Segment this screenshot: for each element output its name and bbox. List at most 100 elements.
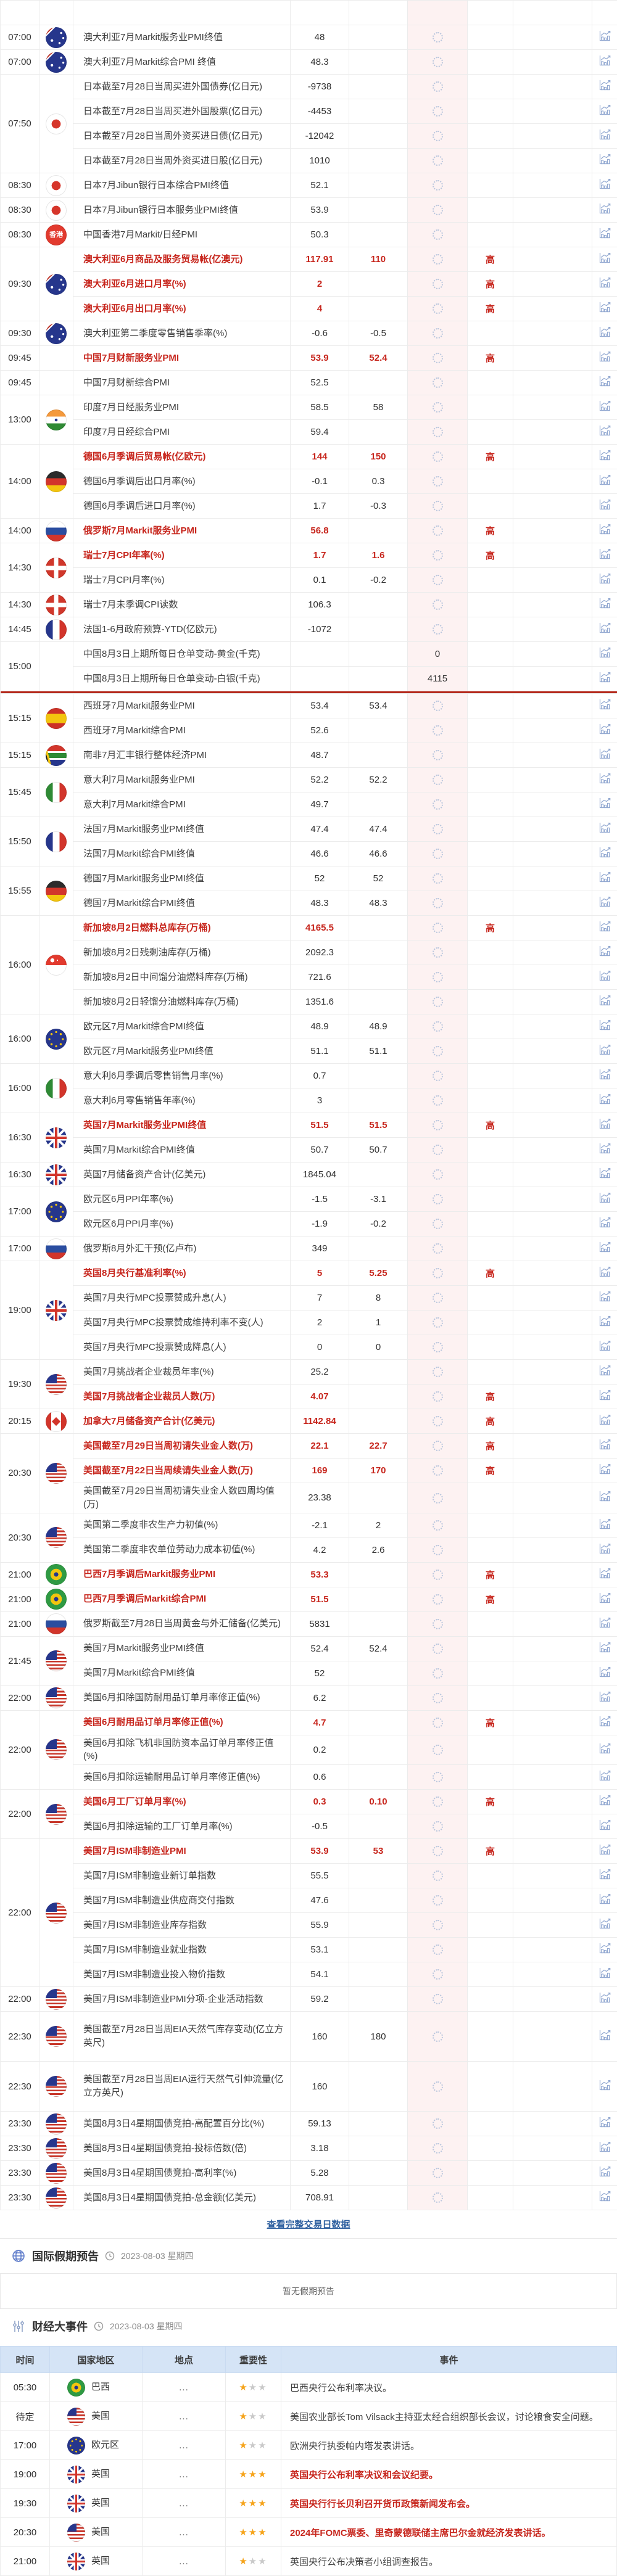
chart-icon[interactable]	[592, 25, 617, 50]
chart-icon[interactable]	[592, 149, 617, 173]
previous-value: 53.9	[291, 346, 349, 371]
chart-icon[interactable]	[592, 346, 617, 371]
chart-icon[interactable]	[592, 1, 617, 25]
chart-icon[interactable]	[592, 1311, 617, 1335]
previous-value: 59.4	[291, 420, 349, 445]
forecast-value	[349, 297, 408, 321]
chart-icon[interactable]	[592, 1537, 617, 1562]
chart-icon[interactable]	[592, 965, 617, 990]
chart-icon[interactable]	[592, 2062, 617, 2112]
chart-icon[interactable]	[592, 1113, 617, 1138]
chart-icon[interactable]	[592, 371, 617, 395]
chart-icon[interactable]	[592, 1839, 617, 1864]
previous-value: 53.4	[291, 694, 349, 718]
chart-icon[interactable]	[592, 743, 617, 768]
chart-icon[interactable]	[592, 1765, 617, 1790]
chart-icon[interactable]	[592, 1187, 617, 1212]
chart-icon[interactable]	[592, 469, 617, 494]
chart-icon[interactable]	[592, 842, 617, 866]
chart-icon[interactable]	[592, 1335, 617, 1360]
chart-icon[interactable]	[592, 1562, 617, 1587]
chart-icon[interactable]	[592, 617, 617, 642]
forecast-value: 51.1	[349, 1039, 408, 1064]
chart-icon[interactable]	[592, 2112, 617, 2136]
chart-icon[interactable]	[592, 1987, 617, 2012]
chart-icon[interactable]	[592, 817, 617, 842]
flag-cell	[39, 1162, 73, 1187]
flag-us-icon	[46, 2026, 67, 2047]
chart-icon[interactable]	[592, 1710, 617, 1735]
chart-icon[interactable]	[592, 1286, 617, 1311]
chart-icon[interactable]	[592, 1039, 617, 1064]
chart-icon[interactable]	[592, 891, 617, 916]
chart-icon[interactable]	[592, 1938, 617, 1962]
chart-icon[interactable]	[592, 916, 617, 940]
chart-icon[interactable]	[592, 1636, 617, 1661]
chart-icon[interactable]	[592, 420, 617, 445]
chart-icon[interactable]	[592, 2186, 617, 2210]
chart-icon[interactable]	[592, 519, 617, 543]
chart-icon[interactable]	[592, 1735, 617, 1765]
chart-icon[interactable]	[592, 543, 617, 568]
chart-icon[interactable]	[592, 593, 617, 617]
chart-icon[interactable]	[592, 124, 617, 149]
chart-icon[interactable]	[592, 99, 617, 124]
loading-spinner	[433, 873, 443, 884]
chart-icon[interactable]	[592, 768, 617, 792]
chart-icon[interactable]	[592, 1434, 617, 1459]
chart-icon[interactable]	[592, 667, 617, 691]
chart-icon[interactable]	[592, 1385, 617, 1409]
chart-icon[interactable]	[592, 1212, 617, 1237]
chart-icon[interactable]	[592, 990, 617, 1014]
chart-icon[interactable]	[592, 1661, 617, 1685]
chart-icon[interactable]	[592, 1513, 617, 1537]
chart-icon[interactable]	[592, 940, 617, 965]
chart-icon[interactable]	[592, 568, 617, 593]
chart-icon[interactable]	[592, 272, 617, 297]
chart-icon[interactable]	[592, 1611, 617, 1636]
importance-flag	[468, 1735, 513, 1765]
chart-icon[interactable]	[592, 642, 617, 667]
chart-icon[interactable]	[592, 1014, 617, 1039]
chart-icon[interactable]	[592, 1685, 617, 1710]
chart-icon[interactable]	[592, 494, 617, 519]
chart-icon[interactable]	[592, 1888, 617, 1913]
chart-icon[interactable]	[592, 1962, 617, 1987]
chart-icon[interactable]	[592, 1587, 617, 1611]
chart-icon[interactable]	[592, 1064, 617, 1088]
view-full-data-link[interactable]: 查看完整交易日数据	[267, 2218, 350, 2231]
chart-icon[interactable]	[592, 1864, 617, 1888]
chart-icon[interactable]	[592, 1790, 617, 1814]
chart-icon[interactable]	[592, 1409, 617, 1434]
chart-icon[interactable]	[592, 2161, 617, 2186]
chart-icon[interactable]	[592, 866, 617, 891]
chart-icon[interactable]	[592, 1162, 617, 1187]
chart-icon[interactable]	[592, 198, 617, 223]
chart-icon[interactable]	[592, 445, 617, 469]
chart-icon[interactable]	[592, 75, 617, 99]
chart-icon[interactable]	[592, 1483, 617, 1513]
chart-icon[interactable]	[592, 792, 617, 817]
chart-icon[interactable]	[592, 1814, 617, 1839]
chart-icon[interactable]	[592, 395, 617, 420]
chart-icon[interactable]	[592, 1088, 617, 1113]
chart-icon[interactable]	[592, 1261, 617, 1286]
chart-icon[interactable]	[592, 247, 617, 272]
chart-icon[interactable]	[592, 223, 617, 247]
chart-icon[interactable]	[592, 1459, 617, 1483]
chart-icon[interactable]	[592, 297, 617, 321]
chart-icon[interactable]	[592, 1237, 617, 1261]
chart-icon[interactable]	[592, 1360, 617, 1385]
calendar-row: 瑞士7月CPI月率(%)0.1-0.2	[1, 568, 617, 593]
chart-icon[interactable]	[592, 1138, 617, 1162]
chart-icon[interactable]	[592, 50, 617, 75]
chart-icon[interactable]	[592, 718, 617, 743]
chart-icon[interactable]	[592, 321, 617, 346]
flag-cell	[39, 1587, 73, 1611]
chart-icon[interactable]	[592, 2136, 617, 2161]
chart-icon[interactable]	[592, 173, 617, 198]
flag-cell	[39, 50, 73, 75]
chart-icon[interactable]	[592, 694, 617, 718]
chart-icon[interactable]	[592, 2012, 617, 2062]
chart-icon[interactable]	[592, 1913, 617, 1938]
